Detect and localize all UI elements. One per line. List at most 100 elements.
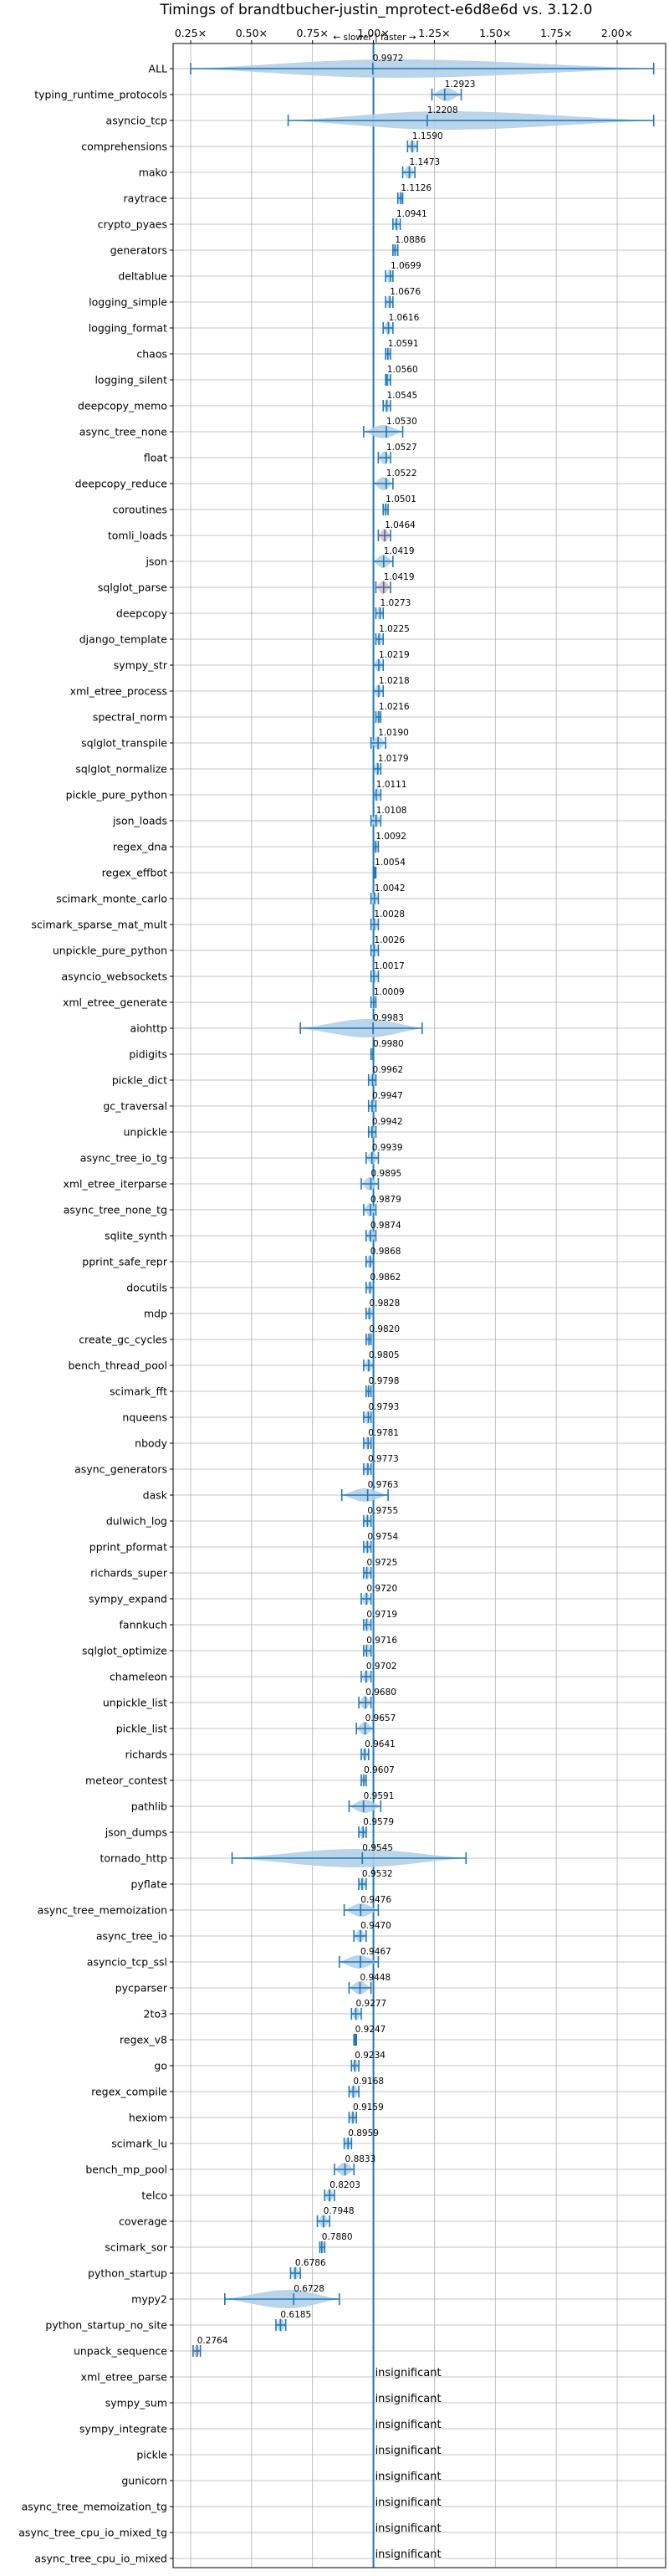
- benchmark-label: async_tree_cpu_io_mixed_tg: [18, 2527, 167, 2539]
- value-label: 0.9234: [355, 2051, 386, 2061]
- value-label: 1.0530: [386, 417, 417, 427]
- benchmark-label: async_tree_io_tg: [80, 1152, 167, 1165]
- benchmark-label: unpickle: [123, 1126, 167, 1139]
- value-label: 0.9754: [367, 1532, 398, 1542]
- benchmark-label: pyflate: [131, 1878, 168, 1891]
- benchmark-label: coroutines: [113, 504, 167, 516]
- value-label: 1.0108: [376, 806, 407, 816]
- value-label: 0.9467: [360, 1947, 391, 1957]
- x-tick-label: 0.50×: [236, 27, 268, 39]
- benchmark-label: 2to3: [144, 2008, 167, 2020]
- value-label: 1.0616: [389, 313, 420, 323]
- benchmark-label: asyncio_tcp_ssl: [87, 1956, 167, 1969]
- value-label: 1.0699: [391, 261, 421, 271]
- benchmark-label: sympy_integrate: [79, 2423, 167, 2435]
- value-label: 0.9607: [364, 1765, 395, 1775]
- value-label: 0.9874: [370, 1221, 401, 1231]
- value-label: 0.9939: [372, 1143, 403, 1153]
- value-label: 0.7880: [322, 2232, 353, 2242]
- value-label: 1.1126: [401, 183, 432, 193]
- x-tick-label: 1.75×: [540, 27, 572, 39]
- benchmark-label: nqueens: [122, 1411, 167, 1424]
- value-label: 0.8833: [345, 2154, 376, 2164]
- value-label: 1.0591: [388, 339, 419, 349]
- value-label: 0.9798: [369, 1376, 400, 1386]
- value-label: 1.0522: [386, 469, 417, 479]
- benchmark-label: bench_thread_pool: [68, 1360, 167, 1372]
- benchmark-label: json_dumps: [105, 1826, 167, 1839]
- insignificant-label: insignificant: [375, 2522, 442, 2535]
- insignificant-label: insignificant: [375, 2393, 442, 2405]
- value-label: 0.9545: [362, 1843, 393, 1853]
- value-label: 0.9980: [373, 1039, 404, 1049]
- value-label: 0.9680: [365, 1687, 396, 1698]
- value-label: 1.0179: [378, 754, 409, 764]
- benchmark-label: json_loads: [112, 815, 167, 827]
- value-label: 0.9591: [364, 1791, 395, 1801]
- benchmark-label: scimark_sparse_mat_mult: [32, 919, 168, 931]
- benchmark-label: bench_mp_pool: [85, 2164, 167, 2176]
- value-label: 0.9277: [356, 1999, 387, 2009]
- value-label: 1.0054: [375, 858, 406, 868]
- x-tick-label: 1.50×: [479, 27, 511, 39]
- value-label: 0.9763: [368, 1480, 399, 1490]
- benchmark-label: pprint_pformat: [89, 1541, 167, 1554]
- benchmark-label: raytrace: [124, 192, 168, 205]
- direction-label: ← slower | faster →: [333, 33, 416, 43]
- value-label: 0.9470: [360, 1921, 391, 1931]
- benchmark-label: mako: [139, 166, 167, 179]
- value-label: 0.9942: [372, 1117, 403, 1127]
- benchmark-label: xml_etree_process: [70, 685, 167, 698]
- benchmark-label: regex_v8: [120, 2034, 167, 2046]
- value-label: 0.9719: [366, 1610, 397, 1620]
- y-axis-labels: ALL typing_runtime_protocols asyncio_tcpco…: [18, 63, 168, 2565]
- benchmark-label: pycparser: [115, 1982, 168, 1995]
- benchmark-label: richards_super: [90, 1567, 168, 1580]
- benchmark-label: sqlglot_normalize: [75, 763, 167, 776]
- value-label: 1.0017: [374, 961, 405, 971]
- benchmark-label: mypy2: [131, 2293, 167, 2306]
- benchmark-label: async_tree_io: [96, 1930, 167, 1943]
- benchmark-label: scimark_lu: [111, 2138, 167, 2150]
- benchmark-label: crypto_pyaes: [98, 218, 167, 231]
- benchmark-label: python_startup_no_site: [45, 2319, 167, 2332]
- insignificant-label: insignificant: [375, 2497, 442, 2509]
- value-label: 0.9862: [370, 1273, 401, 1283]
- value-label: 0.9895: [371, 1169, 402, 1179]
- benchmark-label: async_tree_none: [79, 426, 168, 438]
- benchmark-label: logging_simple: [89, 296, 167, 309]
- value-label: 0.9720: [366, 1584, 397, 1594]
- benchmark-label: pidigits: [129, 1048, 167, 1061]
- benchmark-label: fannkuch: [120, 1619, 167, 1631]
- benchmark-label: pprint_safe_repr: [82, 1256, 168, 1268]
- benchmark-label: regex_dna: [113, 841, 167, 853]
- benchmark-label: nbody: [135, 1437, 167, 1450]
- benchmark-label: pickle_list: [116, 1723, 167, 1735]
- benchmark-label: sqlglot_transpile: [81, 737, 167, 750]
- value-label: 1.0218: [379, 676, 410, 686]
- value-label: 0.9972: [373, 54, 404, 64]
- benchmark-label: scimark_monte_carlo: [56, 893, 167, 905]
- benchmark-label: create_gc_cycles: [79, 1334, 167, 1346]
- value-label: 0.6185: [280, 2310, 311, 2320]
- value-label: 0.9755: [367, 1506, 398, 1516]
- benchmark-label: coverage: [119, 2215, 167, 2228]
- value-label: 0.9247: [355, 2025, 386, 2035]
- value-label: 0.6728: [294, 2284, 324, 2294]
- insignificant-label: insignificant: [375, 2419, 442, 2431]
- benchmark-label: meteor_contest: [85, 1775, 167, 1787]
- value-label: 0.9828: [370, 1298, 401, 1308]
- benchmark-label: xml_etree_iterparse: [63, 1178, 167, 1191]
- value-label: 1.0042: [375, 883, 406, 894]
- value-label: 1.0190: [378, 728, 409, 738]
- value-label: 0.9159: [353, 2102, 384, 2113]
- value-label: 0.9879: [370, 1195, 401, 1205]
- benchmark-label: python_startup: [88, 2267, 167, 2280]
- value-label: 0.9820: [369, 1324, 400, 1334]
- benchmark-label: dask: [143, 1489, 168, 1502]
- benchmark-label: deepcopy_memo: [78, 400, 167, 412]
- value-label: 1.0676: [390, 287, 421, 297]
- benchmark-label: unpack_sequence: [74, 2345, 167, 2358]
- benchmark-label: ALL: [149, 63, 168, 75]
